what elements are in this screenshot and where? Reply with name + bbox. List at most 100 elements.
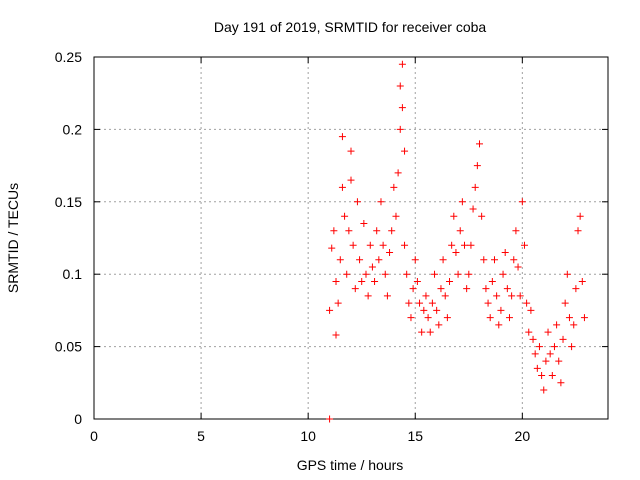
data-point [401,147,409,155]
data-point [420,306,428,314]
data-point [343,270,351,278]
data-point [332,277,340,285]
data-point [501,248,509,256]
data-point [548,372,556,380]
data-point [418,328,426,336]
data-point [332,331,340,339]
x-tick-label: 10 [300,428,316,444]
data-point [469,205,477,213]
data-point [392,212,400,220]
data-point [523,299,531,307]
data-point [508,292,516,300]
data-point [480,256,488,264]
data-point [544,328,552,336]
data-point [398,104,406,112]
data-point [493,292,501,300]
data-point [518,198,526,206]
data-point [527,306,535,314]
data-point [401,241,409,249]
data-point [467,241,475,249]
data-point [413,277,421,285]
data-point [338,183,346,191]
axis-ticks [93,56,608,420]
data-point [490,256,498,264]
data-point [345,227,353,235]
data-point [473,162,481,170]
data-point [525,328,533,336]
data-point [553,321,561,329]
data-point [358,277,366,285]
data-point [439,256,447,264]
data-point [349,241,357,249]
data-point [364,292,372,300]
data-point [454,270,462,278]
y-tick-label: 0.1 [63,266,83,282]
x-tick-label: 15 [407,428,423,444]
data-point [394,169,402,177]
data-point [388,227,396,235]
data-point [580,314,588,322]
data-point [482,285,490,293]
grid-lines [94,57,608,419]
data-point [386,248,394,256]
data-point [561,299,569,307]
data-point [407,314,415,322]
data-point [572,285,580,293]
data-point [559,335,567,343]
data-point [411,256,419,264]
data-point [495,321,503,329]
data-point [441,292,449,300]
x-tick-label: 5 [197,428,205,444]
data-point [377,198,385,206]
x-tick-label: 20 [515,428,531,444]
y-tick-label: 0.25 [55,49,82,65]
x-tick-labels: 0 5 10 15 20 [90,428,530,444]
data-point [486,314,494,322]
data-point [456,227,464,235]
data-point [461,241,469,249]
data-point [330,227,338,235]
data-point [574,227,582,235]
data-point [471,183,479,191]
data-point [373,227,381,235]
data-point [403,270,411,278]
y-tick-label: 0.15 [55,194,82,210]
data-points [326,60,588,423]
data-point [360,220,368,228]
data-point [431,270,439,278]
data-point [353,198,361,206]
data-point [428,299,436,307]
data-point [435,321,443,329]
y-tick-labels: 0 0.05 0.1 0.15 0.2 0.25 [55,49,82,427]
data-point [446,277,454,285]
y-tick-label: 0.05 [55,339,82,355]
data-point [416,299,424,307]
data-point [512,227,520,235]
data-point [576,212,584,220]
data-point [565,314,573,322]
data-point [336,256,344,264]
data-point [538,372,546,380]
data-point [510,256,518,264]
data-point [555,357,563,365]
data-point [542,357,550,365]
data-point [557,379,565,387]
data-point [375,256,383,264]
data-point [356,256,364,264]
chart-title: Day 191 of 2019, SRMTID for receiver cob… [214,19,487,35]
data-point [379,241,387,249]
y-tick-label: 0.2 [63,121,83,137]
data-point [341,212,349,220]
data-point [383,292,391,300]
data-point [520,241,528,249]
data-point [529,335,537,343]
data-point [328,244,336,252]
data-point [568,343,576,351]
data-point [362,270,370,278]
data-point [563,270,571,278]
data-point [381,270,389,278]
data-point [497,306,505,314]
data-point [398,60,406,68]
data-point [458,198,466,206]
